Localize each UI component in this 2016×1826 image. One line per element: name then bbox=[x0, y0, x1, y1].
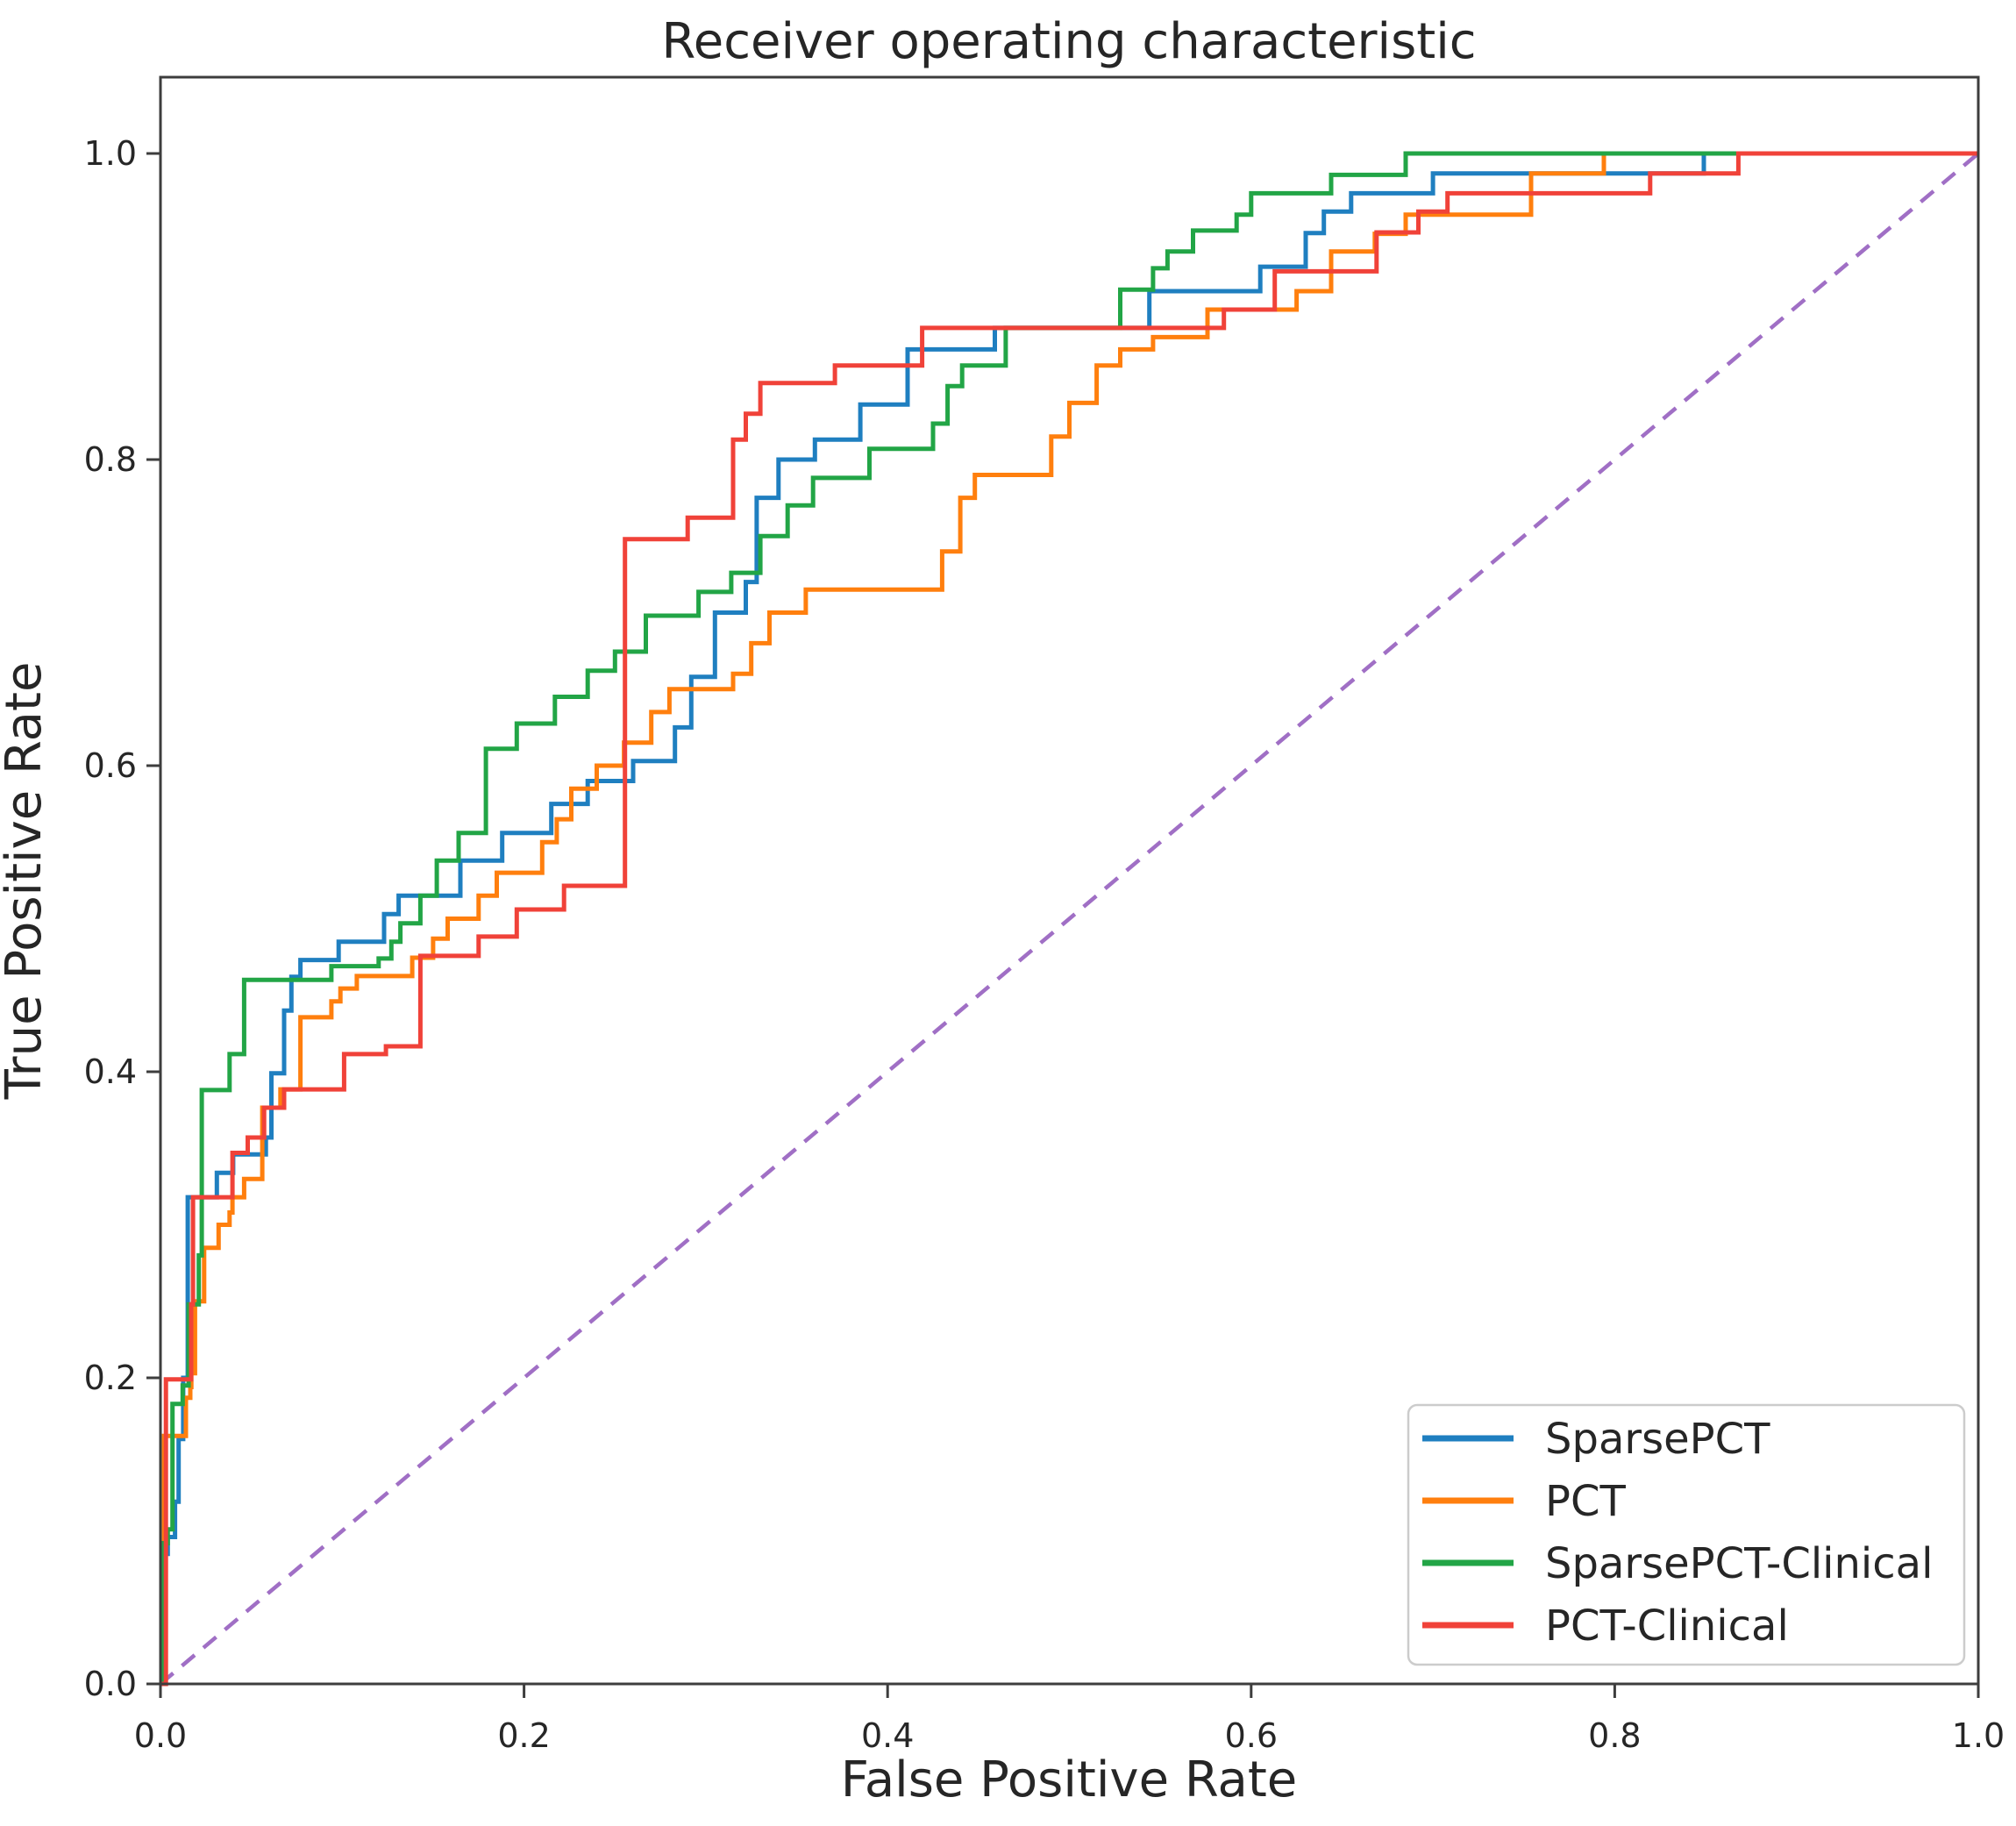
chance-diagonal-line bbox=[159, 152, 1980, 1686]
y-tick-label: 1.0 bbox=[84, 134, 137, 173]
x-tick-label: 0.6 bbox=[1225, 1716, 1278, 1755]
x-tick-label: 0.0 bbox=[134, 1716, 187, 1755]
y-axis-label: True Positive Rate bbox=[0, 662, 53, 1101]
legend-entry-pct: PCT bbox=[1422, 1477, 1626, 1526]
legend: SparsePCT PCT SparsePCT-Clinical PCT-Cli… bbox=[1407, 1403, 1966, 1666]
legend-label-sparsepct: SparsePCT bbox=[1545, 1415, 1770, 1464]
x-tick-label: 0.8 bbox=[1588, 1716, 1641, 1755]
y-tick-label: 0.4 bbox=[84, 1052, 137, 1091]
y-tick-label: 0.0 bbox=[84, 1665, 137, 1703]
legend-label-sparsepct-clinical: SparsePCT-Clinical bbox=[1545, 1539, 1933, 1588]
chart-title: Receiver operating characteristic bbox=[661, 13, 1476, 70]
x-tick-label: 1.0 bbox=[1952, 1716, 2005, 1755]
roc-curve-pct bbox=[160, 151, 1978, 1687]
legend-label-pct: PCT bbox=[1545, 1477, 1626, 1526]
x-tick-label: 0.2 bbox=[497, 1716, 550, 1755]
legend-label-pct-clinical: PCT-Clinical bbox=[1545, 1601, 1789, 1651]
y-tick-label: 0.2 bbox=[84, 1359, 137, 1397]
roc-curve-pct-clinical bbox=[160, 151, 1978, 1687]
y-tick-label: 0.6 bbox=[84, 746, 137, 785]
roc-curve-sparsepct-clinical bbox=[160, 151, 1978, 1687]
legend-entry-sparsepct: SparsePCT bbox=[1422, 1415, 1770, 1464]
ticks-layer: 0.0 0.2 0.4 0.6 0.8 1.0 0.0 0.2 0.4 0.6 0.8 1.0 bbox=[84, 134, 2005, 1755]
legend-entry-pct-clinical: PCT-Clinical bbox=[1422, 1601, 1789, 1651]
x-tick-label: 0.4 bbox=[861, 1716, 914, 1755]
axes-spines bbox=[159, 75, 1980, 1686]
plot-area bbox=[159, 151, 1980, 1687]
y-tick-label: 0.8 bbox=[84, 440, 137, 479]
legend-box bbox=[1407, 1403, 1966, 1666]
x-axis-label: False Positive Rate bbox=[841, 1751, 1297, 1808]
legend-entry-sparsepct-clinical: SparsePCT-Clinical bbox=[1422, 1539, 1933, 1588]
